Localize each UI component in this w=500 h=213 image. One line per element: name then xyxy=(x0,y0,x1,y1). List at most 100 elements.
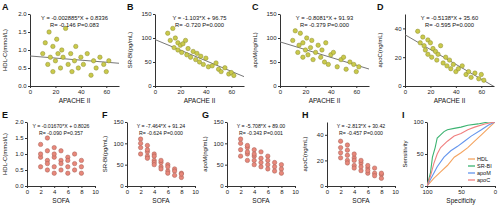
x-axis-tick: 50 xyxy=(458,186,465,195)
y-axis-tick: 50 xyxy=(270,59,280,65)
x-axis-tick-label: 40 xyxy=(78,89,85,95)
y-axis-tick: 50 xyxy=(217,162,227,168)
x-axis-line xyxy=(281,86,370,87)
point xyxy=(252,152,256,156)
x-axis-line xyxy=(228,186,296,187)
x-axis-title: SOFA xyxy=(152,197,170,204)
y-axis-tick-mark xyxy=(325,135,327,136)
point xyxy=(52,152,56,156)
point xyxy=(179,172,183,176)
x-axis-tick-label: 10 xyxy=(92,189,99,195)
x-axis-line xyxy=(428,186,496,187)
annotation: R= -0.595 P=0.000 xyxy=(425,22,474,28)
y-axis-tick-label: 50 xyxy=(145,59,152,65)
x-axis-tick: 10 xyxy=(92,186,99,195)
point xyxy=(85,51,89,55)
x-axis-tick-label: 100 xyxy=(422,189,433,195)
y-axis-tick: 2.0 xyxy=(15,119,27,125)
y-axis-tick-label: 0.5 xyxy=(15,167,24,173)
fit-line xyxy=(405,35,494,86)
point xyxy=(46,62,50,66)
y-axis-tick-mark xyxy=(278,86,280,87)
point xyxy=(266,162,270,166)
x-axis-tick-mark xyxy=(254,186,255,188)
panel-label: E xyxy=(2,110,8,120)
x-axis-tick-label: 2 xyxy=(139,189,143,195)
x-axis-tick: 0 xyxy=(279,86,283,95)
x-axis-tick: 6 xyxy=(267,186,271,195)
point xyxy=(172,173,176,177)
x-axis-tick: 0 xyxy=(29,86,33,95)
y-axis-tick: 0 xyxy=(398,83,405,89)
y-axis: 050100150 xyxy=(266,11,280,89)
x-axis-tick-label: 4 xyxy=(53,189,57,195)
point xyxy=(238,137,242,141)
point xyxy=(43,41,47,45)
x-axis: 0246810 xyxy=(326,186,400,195)
legend-swatch xyxy=(468,179,475,180)
x-axis-tick-mark xyxy=(305,86,306,88)
panel: 0204060050100150CAPACHE IIapoM(ng/mL)Y =… xyxy=(252,2,370,104)
y-axis-tick-mark xyxy=(153,14,155,15)
point xyxy=(352,152,356,156)
point xyxy=(418,41,422,45)
x-axis-tick-mark xyxy=(81,186,82,188)
x-axis-tick-label: 6 xyxy=(367,189,371,195)
x-axis-tick-mark xyxy=(231,86,232,88)
annotation: Y = -0.5138*X + 35.60 xyxy=(421,15,478,21)
y-axis: 0.00.51.01.52.0 xyxy=(15,119,27,189)
point xyxy=(359,158,363,162)
y-axis-tick: 50 xyxy=(417,151,427,157)
x-axis-tick-label: 8 xyxy=(280,189,284,195)
point xyxy=(345,153,349,157)
x-axis-tick-label: 60 xyxy=(478,89,485,95)
y-axis-tick-label: 50 xyxy=(217,162,224,168)
x-axis-tick: 60 xyxy=(478,86,485,95)
panel-label: I xyxy=(402,110,405,120)
y-axis-tick-label: 100 xyxy=(141,35,152,41)
point xyxy=(272,160,276,164)
point xyxy=(252,158,256,162)
point xyxy=(316,43,320,47)
x-axis: 0246810 xyxy=(226,186,300,195)
y-axis-tick-mark xyxy=(25,154,27,155)
x-axis-tick: 4 xyxy=(153,186,157,195)
x-axis: 0204060 xyxy=(29,86,120,95)
annotation: Y = -0.01670*X + 0.8026 xyxy=(32,123,89,129)
point xyxy=(338,156,342,160)
point xyxy=(201,62,205,66)
y-axis: 02040 xyxy=(395,15,406,90)
point xyxy=(449,67,453,71)
x-axis-tick-label: 20 xyxy=(178,89,185,95)
x-axis-tick-mark xyxy=(281,186,282,188)
point xyxy=(79,171,83,175)
x-axis-tick-mark xyxy=(481,86,482,88)
x-axis-tick-label: 8 xyxy=(80,189,84,195)
point xyxy=(76,66,80,70)
point xyxy=(245,150,249,154)
y-axis-tick-label: 100 xyxy=(413,119,424,125)
x-axis-tick-label: 60 xyxy=(353,89,360,95)
point xyxy=(72,59,76,63)
point xyxy=(338,139,342,143)
y-axis-tick-label: 0 xyxy=(220,183,224,189)
point xyxy=(104,69,108,73)
y-axis-tick-label: 0.0 xyxy=(18,83,27,89)
x-axis-tick: 8 xyxy=(180,186,184,195)
x-axis-tick: 40 xyxy=(453,86,460,95)
y-axis-tick-mark xyxy=(225,122,227,123)
point xyxy=(422,43,426,47)
point xyxy=(479,72,483,76)
point xyxy=(138,152,142,156)
point xyxy=(81,62,85,66)
y-axis-tick: 0.0 xyxy=(18,83,30,89)
y-axis-line xyxy=(30,15,31,87)
point xyxy=(279,171,283,175)
point xyxy=(466,69,470,73)
x-axis-tick: 20 xyxy=(178,86,185,95)
point xyxy=(291,38,295,42)
x-axis-tick: 0 xyxy=(226,186,230,195)
y-axis-tick-label: 0.5 xyxy=(18,65,27,71)
point xyxy=(357,65,361,69)
x-axis-title: SOFA xyxy=(252,197,270,204)
